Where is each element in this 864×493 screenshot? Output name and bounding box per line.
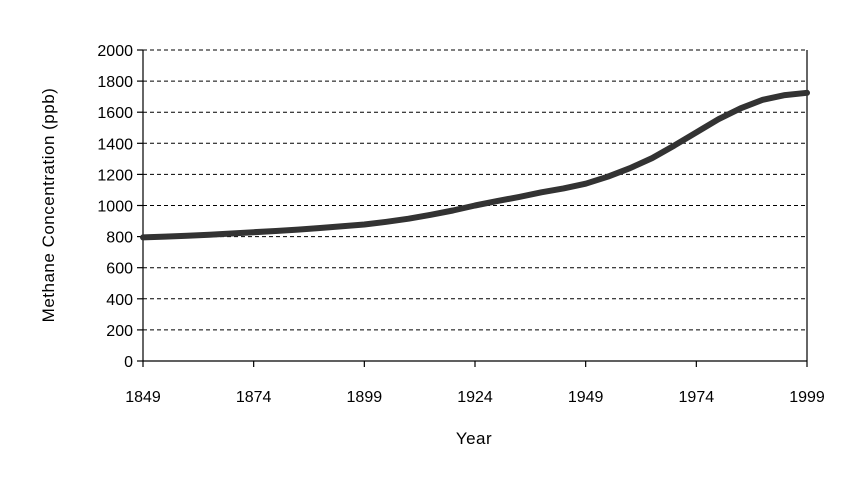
data-point xyxy=(583,181,589,187)
data-point xyxy=(472,202,478,209)
x-tick-label: 1849 xyxy=(125,389,161,406)
y-tick-label: 400 xyxy=(106,292,133,309)
data-point xyxy=(406,216,412,222)
y-tick-label: 1200 xyxy=(97,167,133,184)
y-tick-label: 0 xyxy=(124,354,133,371)
y-tick-label: 1400 xyxy=(97,136,133,153)
y-axis-title: Methane Concentration (ppb) xyxy=(39,88,58,323)
x-tick-label: 1899 xyxy=(347,389,383,406)
data-point xyxy=(605,174,611,180)
data-point xyxy=(494,198,500,204)
y-tick-label: 800 xyxy=(106,230,133,247)
data-point xyxy=(738,105,744,111)
data-point xyxy=(715,116,722,122)
data-point xyxy=(428,212,434,218)
y-tick-label: 200 xyxy=(106,323,133,340)
x-tick-label: 1874 xyxy=(236,389,272,406)
series xyxy=(140,89,810,241)
data-point xyxy=(162,234,168,240)
data-point xyxy=(184,233,190,239)
x-tick-label: 1974 xyxy=(679,389,715,406)
data-point xyxy=(693,129,699,136)
data-point xyxy=(361,221,367,228)
x-tick-labels: 1849 1874 1899 1924 1949 1974 1999 xyxy=(125,389,825,406)
data-point xyxy=(560,185,567,191)
x-tick-label: 1999 xyxy=(789,389,825,406)
y-tick-labels: 0 200 400 600 800 1000 1200 1400 1600 1800 2000 xyxy=(97,43,133,371)
data-point xyxy=(251,229,257,235)
data-point xyxy=(317,225,323,231)
x-axis-title: Year xyxy=(456,429,492,448)
data-point xyxy=(516,194,522,200)
data-point xyxy=(450,207,456,214)
gridlines xyxy=(143,49,807,331)
data-point xyxy=(804,90,810,96)
data-point xyxy=(649,155,655,161)
data-point xyxy=(760,97,766,103)
data-point xyxy=(295,227,301,233)
data-point xyxy=(671,143,677,149)
x-tick-label: 1949 xyxy=(568,389,604,406)
y-tick-label: 1600 xyxy=(97,105,133,122)
y-tick-label: 1000 xyxy=(97,199,133,216)
data-point xyxy=(627,165,633,171)
y-tick-label: 600 xyxy=(106,261,133,278)
data-point xyxy=(339,223,345,229)
x-tick-label: 1924 xyxy=(457,389,493,406)
data-point xyxy=(140,234,146,240)
data-point xyxy=(206,232,212,238)
data-point xyxy=(782,92,788,98)
axes xyxy=(137,49,808,367)
y-tick-label: 2000 xyxy=(97,43,133,60)
series-line-0 xyxy=(140,89,810,241)
data-point xyxy=(383,219,390,225)
data-point xyxy=(273,228,279,234)
y-tick-label: 1800 xyxy=(97,74,133,91)
data-point xyxy=(228,230,235,237)
data-point xyxy=(538,189,545,195)
